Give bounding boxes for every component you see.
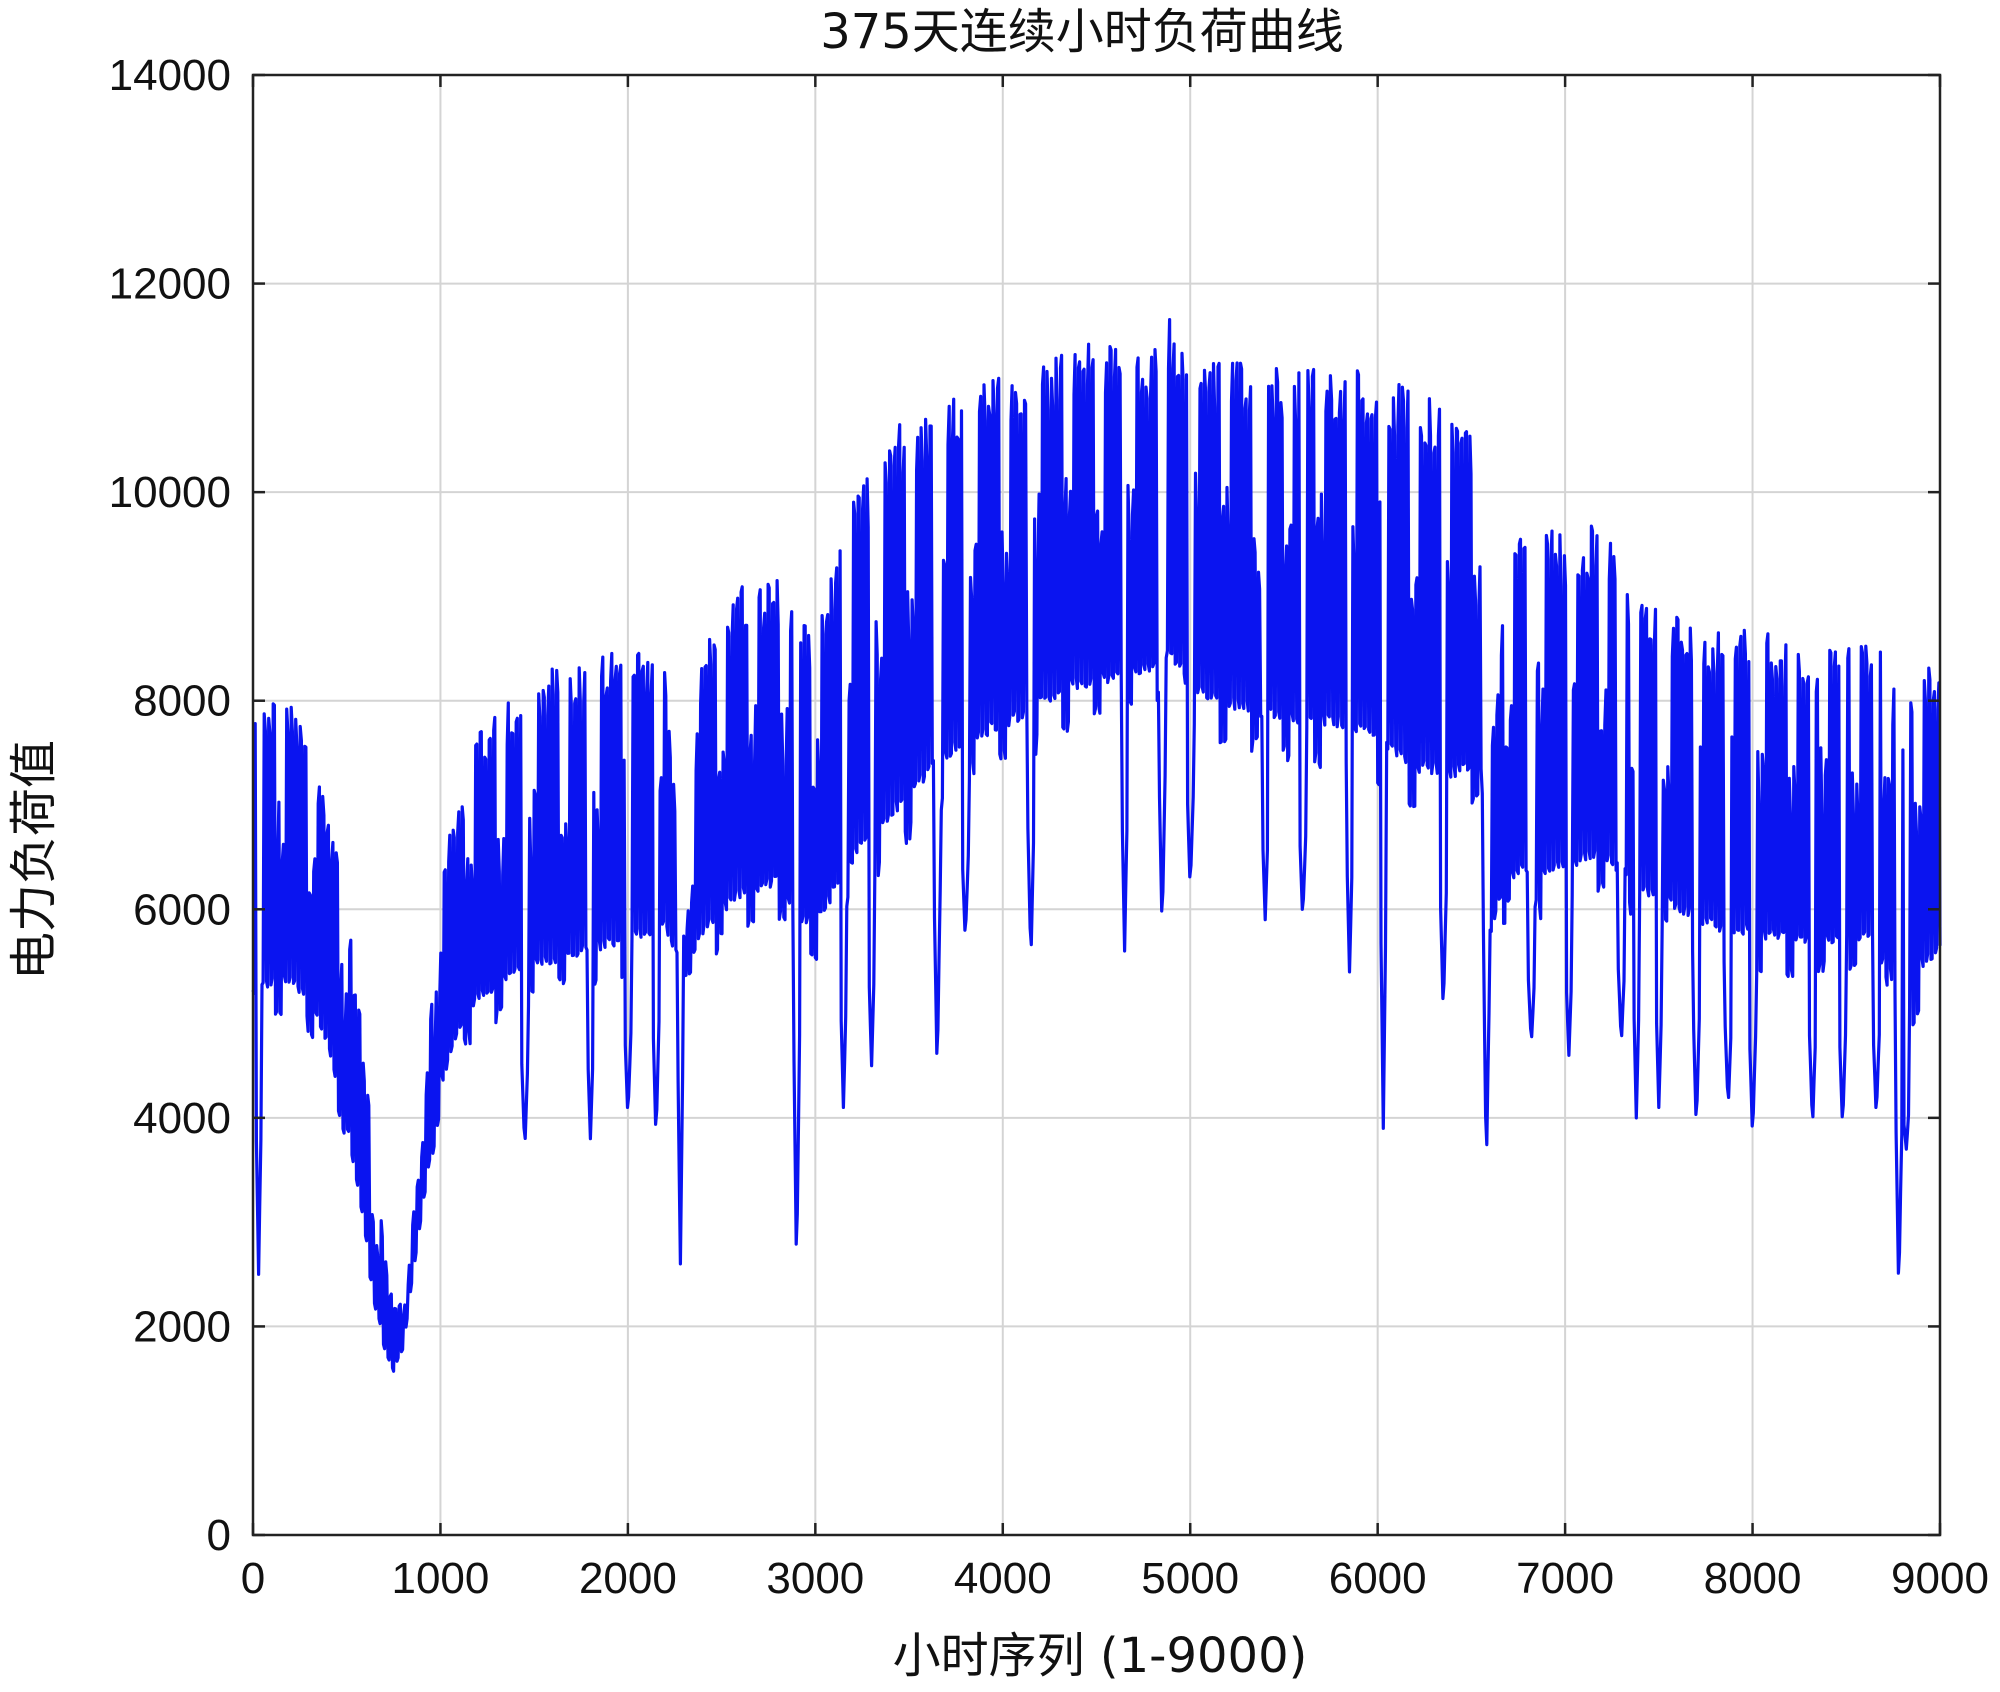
x-tick-label: 3000: [766, 1554, 864, 1603]
x-tick-label: 8000: [1704, 1554, 1802, 1603]
y-tick-label: 12000: [109, 260, 231, 309]
x-tick-label: 2000: [579, 1554, 677, 1603]
x-tick-label: 0: [241, 1554, 265, 1603]
y-tick-label: 8000: [133, 677, 231, 726]
y-tick-label: 6000: [133, 885, 231, 934]
load-series-line: [251, 318, 1942, 1373]
x-axis-label: 小时序列 (1-9000): [893, 1628, 1308, 1684]
x-tick-label: 6000: [1329, 1554, 1427, 1603]
tick-layer: 0 1000 2000 3000 4000 5000 6000 7000 8000 9000 0 20…: [109, 51, 1989, 1603]
x-tick-label: 7000: [1516, 1554, 1614, 1603]
x-tick-label: 4000: [954, 1554, 1052, 1603]
x-tick-label: 9000: [1891, 1554, 1989, 1603]
y-tick-label: 2000: [133, 1302, 231, 1351]
y-axis-label: 电力负荷值: [6, 740, 62, 980]
y-tick-label: 0: [207, 1511, 231, 1560]
y-tick-label: 4000: [133, 1094, 231, 1143]
x-tick-label: 5000: [1141, 1554, 1239, 1603]
y-tick-label: 10000: [109, 468, 231, 517]
x-tick-label: 1000: [391, 1554, 489, 1603]
chart-title: 375天连续小时负荷曲线: [820, 4, 1344, 60]
series-layer: [251, 318, 1942, 1373]
y-tick-label: 14000: [109, 51, 231, 100]
plot-frame: [251, 73, 1942, 1537]
